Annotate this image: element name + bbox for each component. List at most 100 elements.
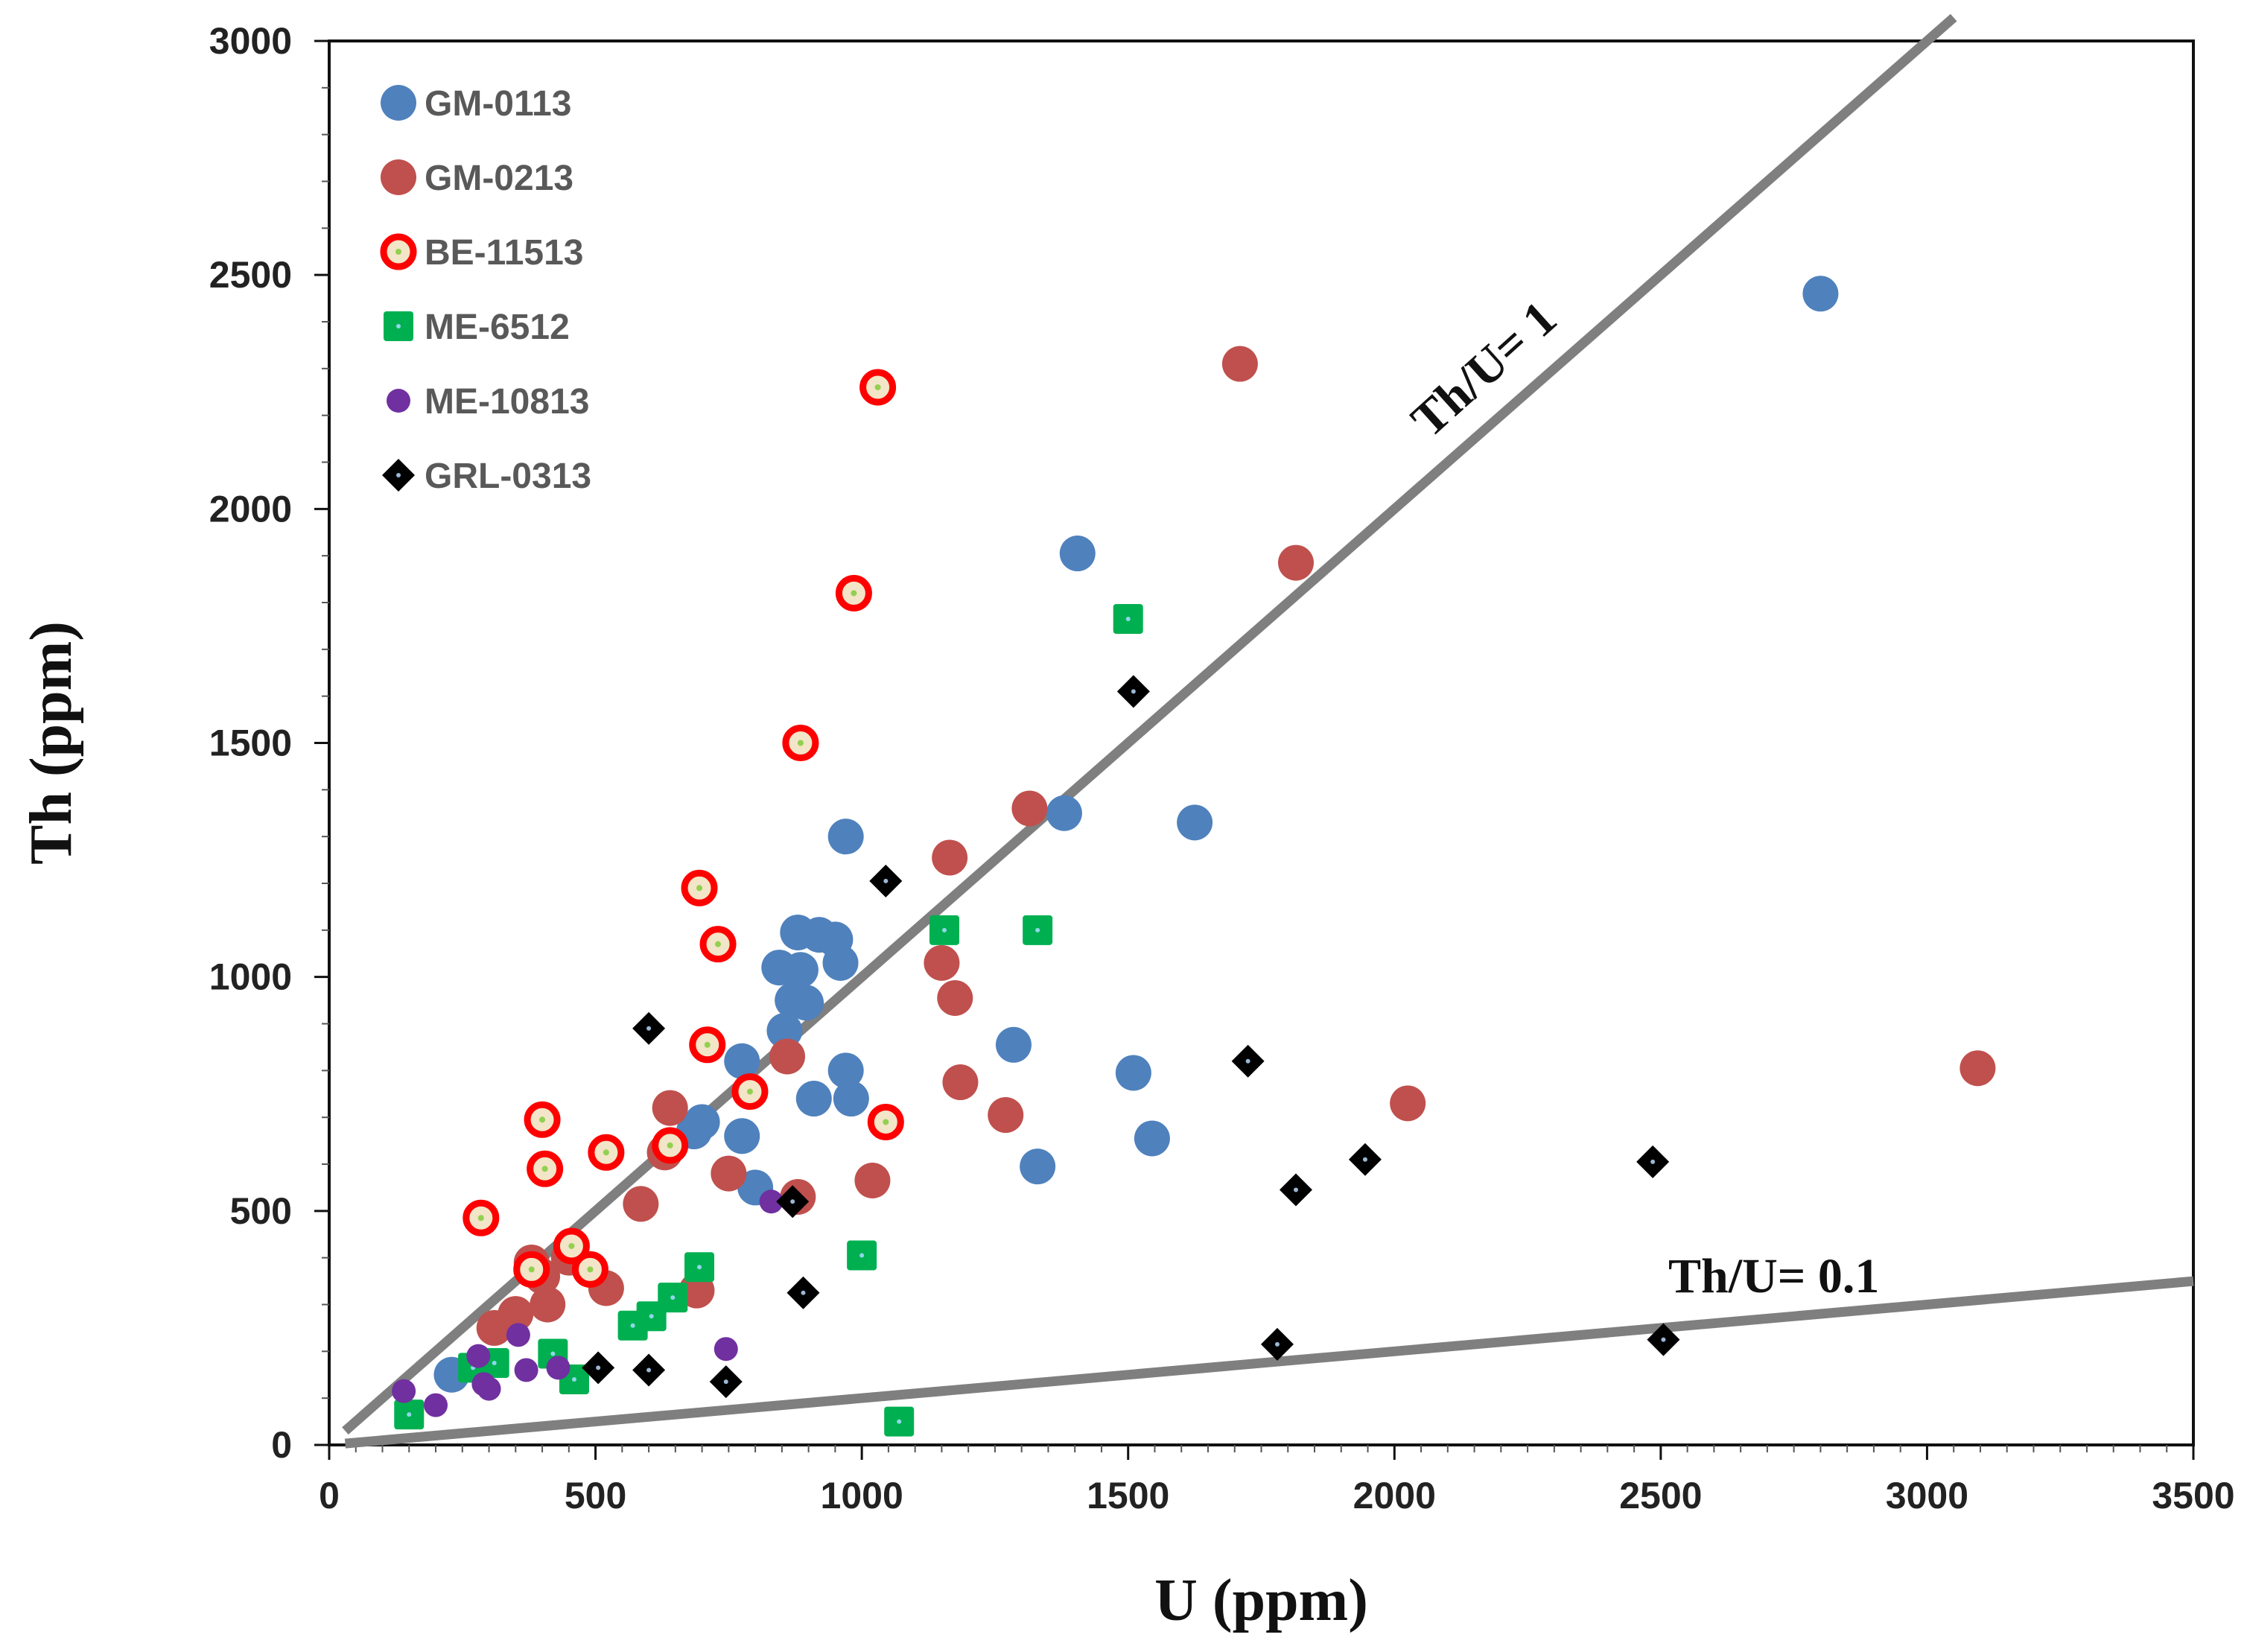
data-point-center (492, 1361, 497, 1366)
data-point-center (851, 590, 857, 597)
data-point-center (646, 1367, 652, 1373)
x-tick-label: 1000 (821, 1475, 903, 1516)
data-point-center (1131, 689, 1136, 694)
legend-marker-center (396, 324, 401, 328)
data-point-center (1274, 1341, 1280, 1347)
data-point (1390, 1085, 1426, 1122)
series-be-11513 (463, 369, 904, 1288)
legend-label: GRL-0313 (425, 457, 591, 496)
legend-marker-center (396, 473, 401, 477)
data-point-center (1125, 616, 1131, 621)
data-point-center (541, 1166, 548, 1172)
data-point (1802, 276, 1839, 312)
axes: 0 500 1000 1500 2000 2500 3000 3500 0 500 1000 1500… (209, 20, 2235, 1516)
data-point-center (550, 1351, 556, 1356)
series-me-10813 (392, 1189, 784, 1417)
data-point-center (568, 1242, 575, 1249)
data-point-center (801, 1290, 806, 1295)
x-tick-label: 3500 (2152, 1475, 2234, 1516)
data-point-center (596, 1365, 601, 1370)
legend-marker (381, 85, 416, 121)
data-point-center (941, 927, 947, 933)
x-tick-label: 0 (319, 1475, 340, 1516)
data-point-center (667, 1142, 673, 1149)
data-point-center (1035, 927, 1040, 933)
data-point (759, 1189, 784, 1214)
data-point (827, 819, 864, 855)
y-tick-label: 3000 (209, 20, 292, 62)
data-point (833, 1081, 869, 1117)
series-gm-0113 (433, 276, 1839, 1393)
data-point-center (723, 1379, 728, 1385)
data-point (937, 979, 973, 1016)
reference-line-label: Th/U= 0.1 (1668, 1249, 1879, 1303)
data-point (782, 952, 819, 988)
data-point (827, 1052, 864, 1089)
data-point (1177, 804, 1213, 841)
data-point (766, 1012, 803, 1049)
data-point-center (407, 1412, 412, 1417)
data-point (652, 1090, 688, 1126)
reference-line (344, 1276, 2194, 1449)
x-tick-label: 500 (565, 1475, 626, 1516)
y-tick-label: 1500 (209, 722, 292, 764)
y-tick-label: 2000 (209, 488, 292, 530)
data-point-center (746, 1088, 753, 1095)
data-point (1277, 544, 1314, 581)
data-point-center (587, 1266, 594, 1273)
y-tick-label: 500 (230, 1190, 292, 1232)
data-point (1046, 795, 1082, 831)
data-point (1059, 536, 1096, 572)
x-tick-label: 1500 (1087, 1475, 1169, 1516)
data-point-center (883, 878, 889, 883)
data-point (424, 1393, 448, 1417)
legend-marker (381, 159, 416, 195)
data-point (769, 1038, 806, 1075)
data-point (466, 1344, 491, 1368)
x-tick-label: 2500 (1619, 1475, 1702, 1516)
data-point-center (1661, 1337, 1666, 1342)
data-point (546, 1356, 571, 1380)
data-point-center (477, 1215, 484, 1221)
data-point (1115, 1055, 1151, 1091)
x-tick-label: 3000 (1886, 1475, 1968, 1516)
data-point-center (897, 1419, 902, 1424)
data-point (711, 1155, 747, 1192)
data-point (506, 1323, 530, 1347)
data-point (854, 1162, 891, 1198)
legend-label: ME-6512 (425, 308, 570, 347)
series-grl-0313 (582, 675, 1680, 1399)
data-point-center (859, 1253, 865, 1258)
data-point-center (1245, 1058, 1250, 1064)
data-point (1960, 1050, 1996, 1087)
data-point (530, 1286, 566, 1323)
data-point-center (697, 1265, 702, 1270)
data-point-center (1362, 1157, 1367, 1162)
legend-marker (387, 389, 410, 413)
plot-frame (328, 39, 2195, 1446)
data-point-center (539, 1116, 546, 1123)
legend-marker-center (395, 249, 401, 255)
data-point (788, 985, 824, 1021)
data-point (995, 1026, 1032, 1063)
data-point-center (1293, 1187, 1298, 1192)
reference-lines: Th/U= 1Th/U= 0.1 (342, 13, 2194, 1449)
data-point (724, 1043, 760, 1079)
data-point-center (571, 1377, 576, 1382)
x-tick-label: 2000 (1353, 1475, 1436, 1516)
data-point-center (1650, 1159, 1656, 1164)
data-point-center (630, 1323, 635, 1328)
data-point-center (883, 1119, 889, 1125)
data-point (932, 839, 968, 876)
data-point (1020, 1149, 1056, 1185)
reference-line (342, 13, 1957, 1435)
data-point-center (790, 1199, 795, 1204)
data-point (924, 944, 960, 981)
data-point-center (646, 1026, 652, 1031)
data-points (392, 276, 1996, 1437)
data-point (476, 1309, 512, 1346)
data-point-center (649, 1314, 654, 1319)
y-tick-label: 2500 (209, 254, 292, 296)
x-axis-title: U (ppm) (1154, 1568, 1368, 1633)
